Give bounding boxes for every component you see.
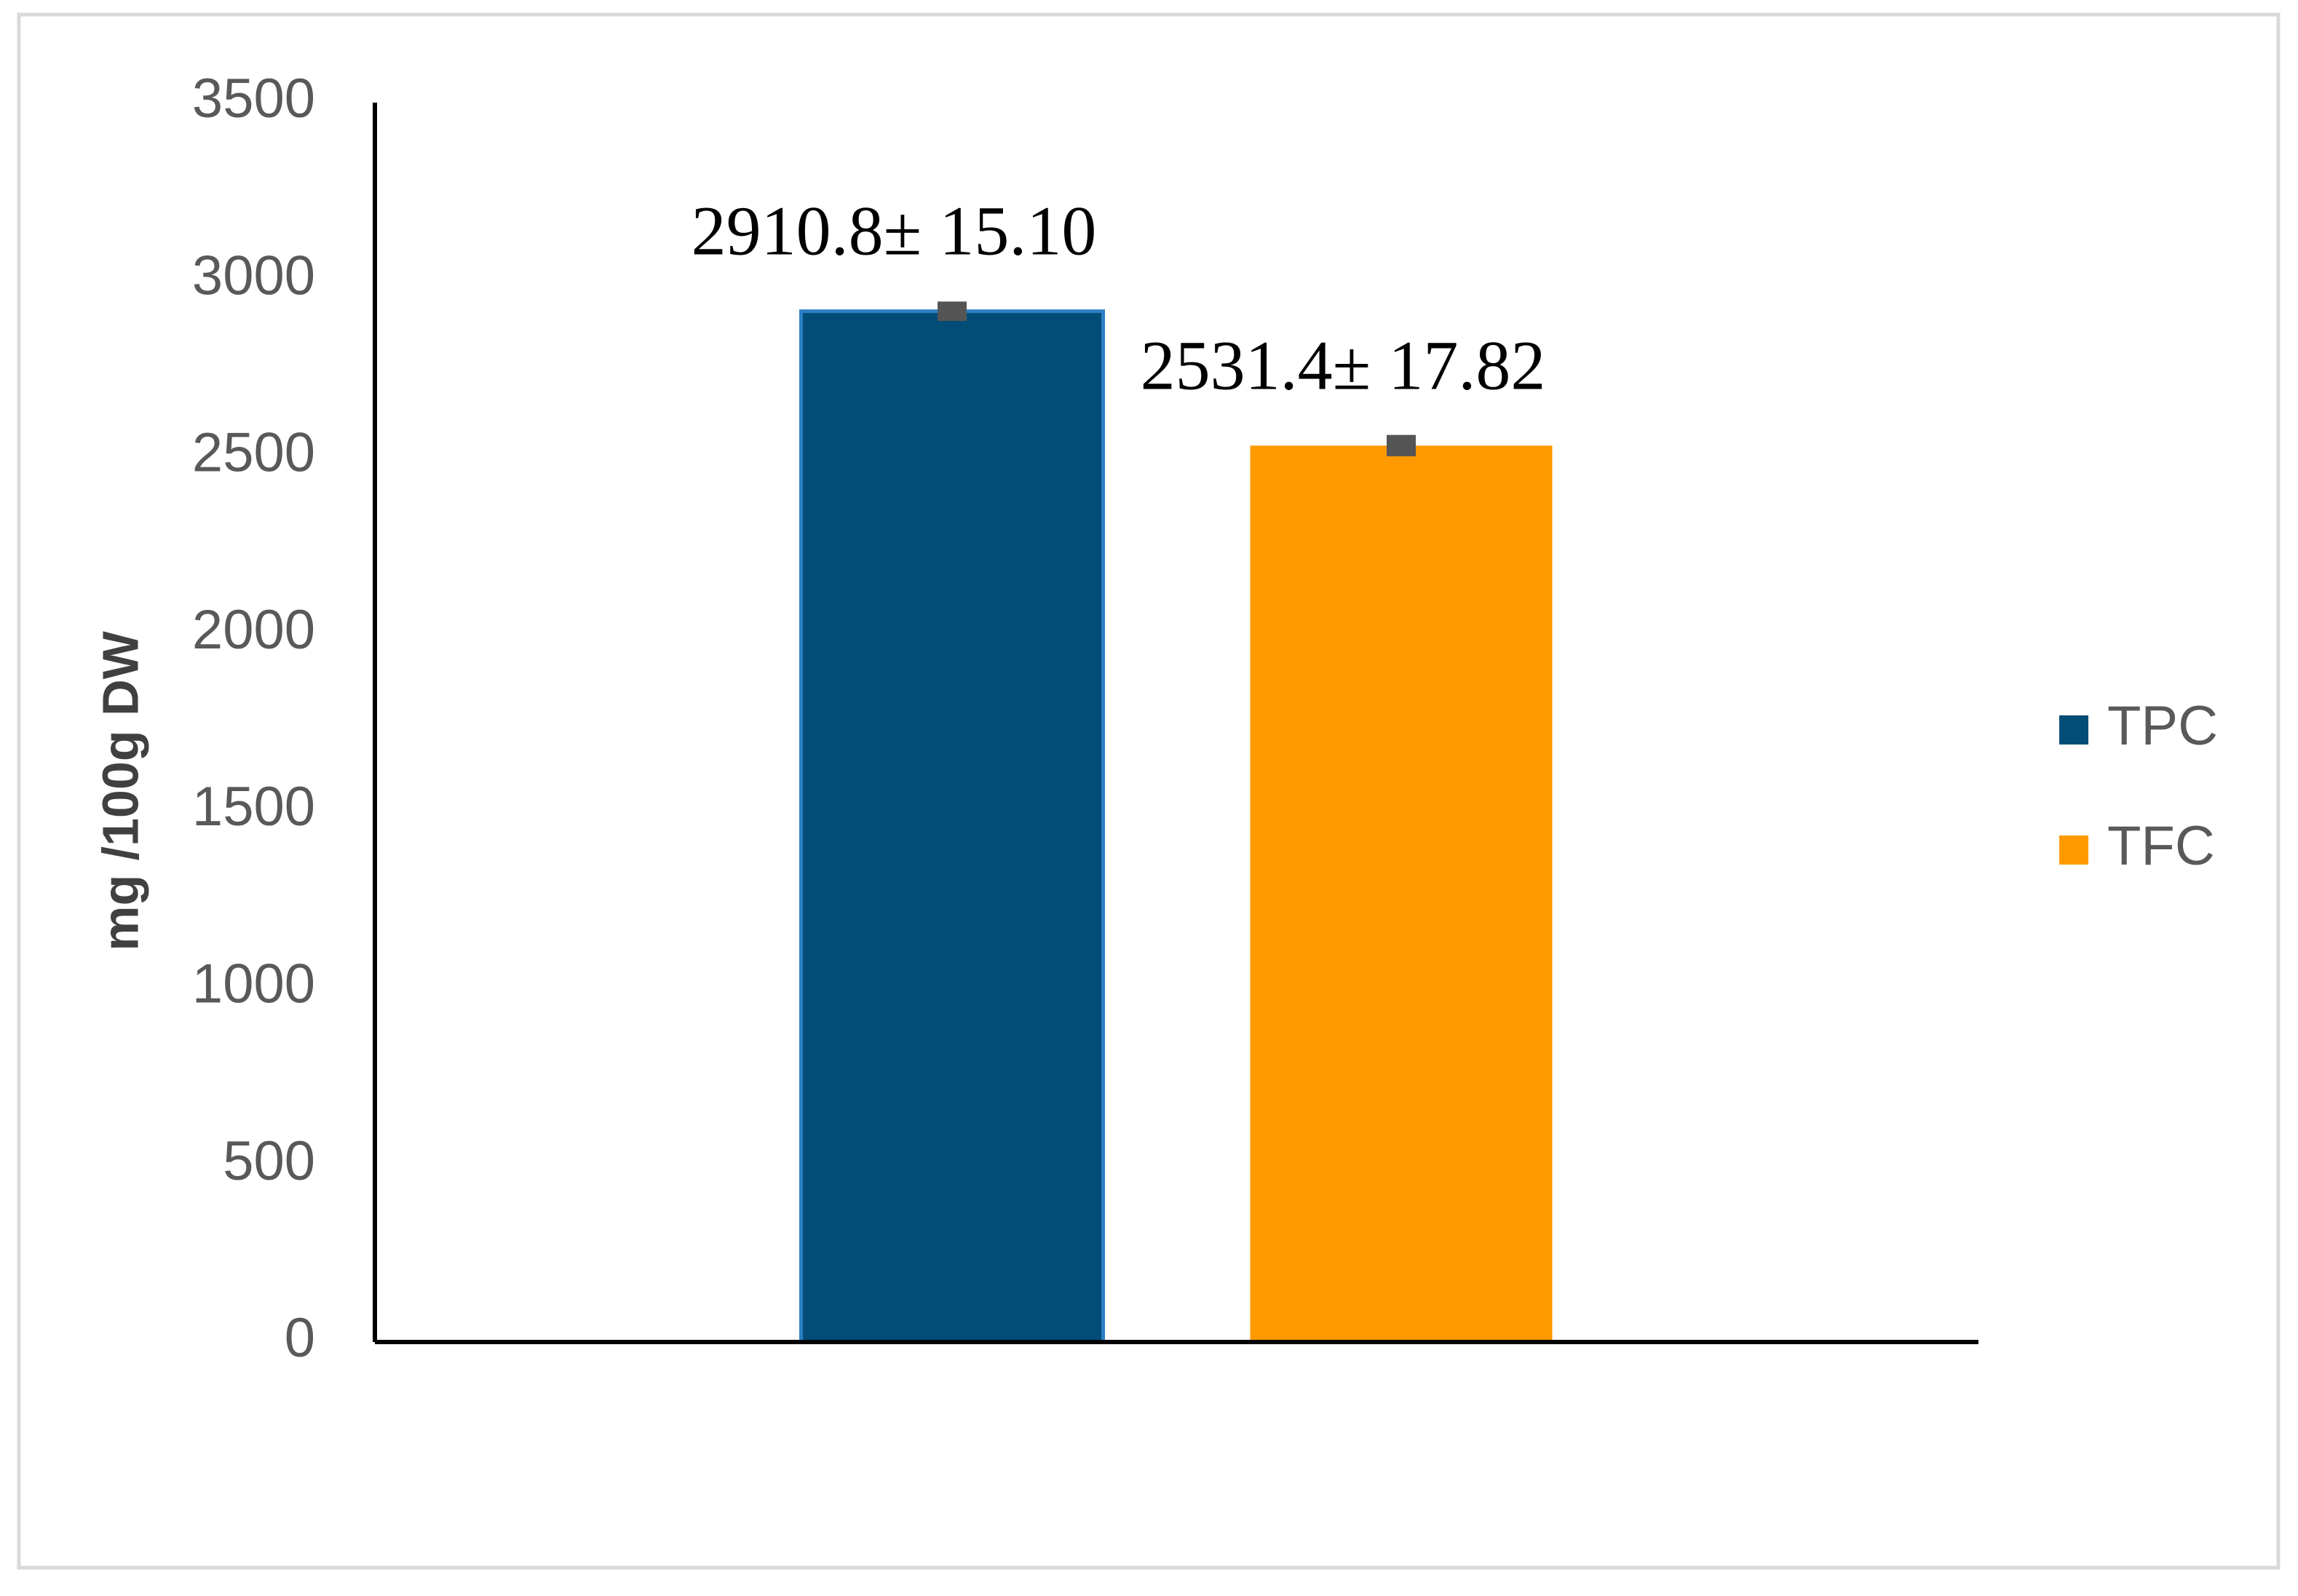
- value-label: 2531.4± 17.82: [1141, 326, 1546, 404]
- legend-marker: [2059, 835, 2088, 865]
- error-bar: [1387, 434, 1416, 456]
- y-tick-label: 2500: [192, 422, 315, 484]
- value-label: 2910.8± 15.10: [692, 192, 1097, 270]
- y-tick-label: 0: [285, 1307, 315, 1369]
- y-tick-label: 1000: [192, 953, 315, 1015]
- legend-marker: [2059, 715, 2088, 745]
- legend-label: TPC: [2107, 695, 2218, 757]
- y-tick-label: 2000: [192, 599, 315, 661]
- y-axis-label: mg /100g DW: [92, 631, 148, 951]
- legend-label: TFC: [2107, 815, 2215, 877]
- bar: [1250, 445, 1553, 1342]
- y-tick-label: 1500: [192, 776, 315, 838]
- y-tick-label: 500: [223, 1130, 315, 1192]
- error-bar: [938, 301, 967, 322]
- chart-border: [17, 12, 2281, 1570]
- y-tick-label: 3000: [192, 245, 315, 306]
- y-tick-label: 3500: [192, 68, 315, 130]
- bar: [799, 309, 1105, 1344]
